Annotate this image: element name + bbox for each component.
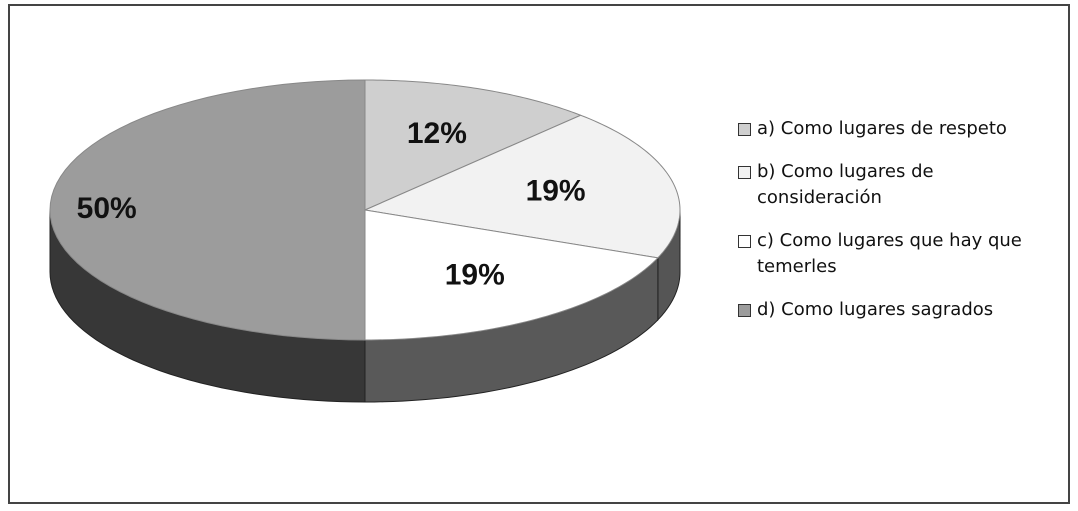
legend: a) Como lugares de respeto b) Como lugare…	[738, 116, 1038, 340]
data-label: 19%	[526, 174, 586, 207]
data-label: 50%	[77, 192, 137, 225]
legend-label: a) Como lugares de respeto	[757, 118, 1007, 139]
data-label: 12%	[407, 117, 467, 150]
legend-item: a) Como lugares de respeto	[738, 116, 1038, 142]
chart-frame	[8, 4, 1070, 504]
legend-label: c) Como lugares que hay que temerles	[757, 230, 1022, 277]
pie-slice	[364, 209, 659, 341]
pie-slice	[364, 79, 582, 211]
pie-slice	[363, 114, 681, 259]
data-label: 19%	[445, 259, 505, 292]
legend-item: c) Como lugares que hay que temerles	[738, 228, 1038, 280]
legend-label: b) Como lugares de consideración	[757, 161, 934, 208]
legend-item: b) Como lugares de consideración	[738, 159, 1038, 211]
legend-swatch	[738, 166, 751, 179]
legend-swatch	[738, 304, 751, 317]
legend-swatch	[738, 235, 751, 248]
pie-slice	[49, 79, 366, 341]
legend-label: d) Como lugares sagrados	[757, 299, 994, 320]
legend-swatch	[738, 123, 751, 136]
legend-item: d) Como lugares sagrados	[738, 297, 1038, 323]
